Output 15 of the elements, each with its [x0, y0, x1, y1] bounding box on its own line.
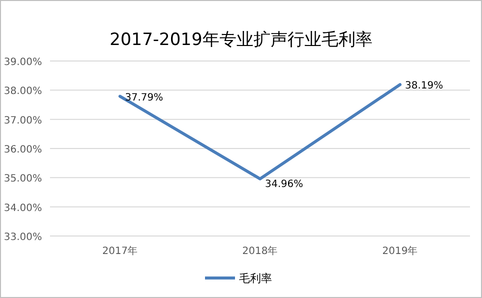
x-tick-label: 2019年 — [382, 245, 418, 257]
data-label: 34.96% — [265, 178, 304, 190]
x-tick-label: 2017年 — [102, 245, 138, 257]
data-label: 38.19% — [405, 80, 444, 92]
chart-title: 2017-2019年专业扩声行业毛利率 — [110, 30, 372, 50]
y-tick-label: 34.00% — [4, 202, 42, 214]
y-tick-label: 33.00% — [4, 232, 42, 243]
x-tick-label: 2018年 — [242, 245, 278, 257]
data-label: 37.79% — [125, 92, 164, 104]
y-tick-label: 38.00% — [4, 86, 42, 98]
y-tick-label: 39.00% — [4, 57, 42, 68]
y-tick-label: 37.00% — [4, 115, 42, 126]
y-tick-label: 35.00% — [4, 174, 42, 185]
legend-label: 毛利率 — [239, 272, 272, 285]
y-tick-label: 36.00% — [4, 144, 42, 156]
